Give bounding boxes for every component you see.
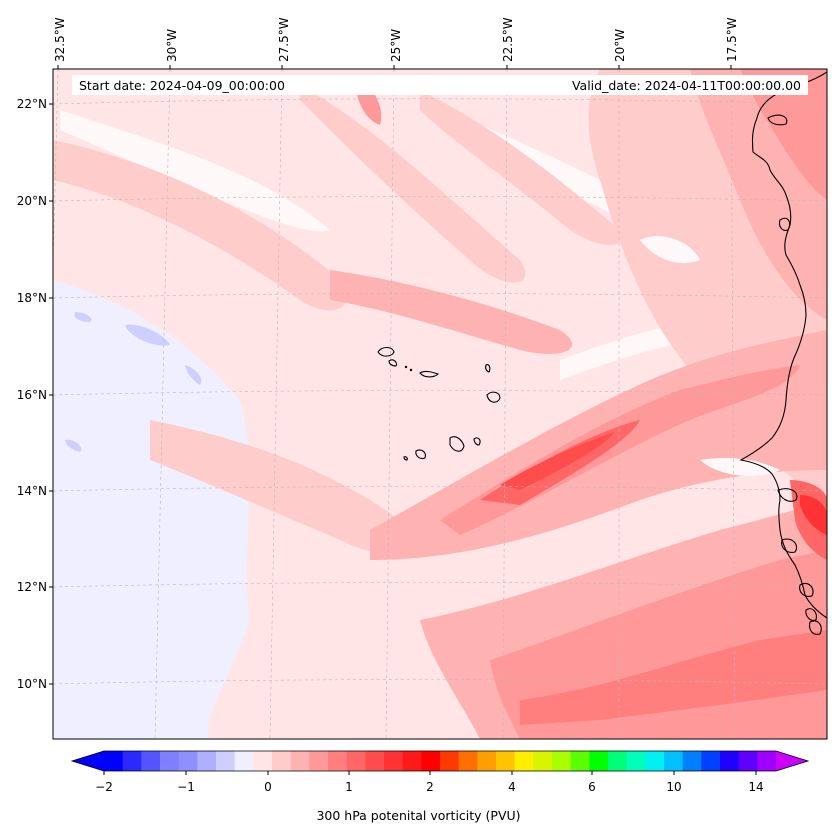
colorbar-cell — [664, 751, 684, 771]
colorbar-cell — [552, 751, 572, 771]
blue-spot — [185, 365, 202, 385]
pink-band — [150, 420, 406, 554]
colorbar-cell — [608, 751, 628, 771]
white-patch — [700, 458, 780, 476]
colorbar — [70, 750, 810, 775]
coastal-red-core — [800, 495, 827, 535]
colorbar-cell — [402, 751, 422, 771]
jet-band-max — [500, 432, 615, 490]
colorbar-tick-label: 0 — [264, 780, 272, 794]
pv-field — [53, 69, 827, 739]
lat-label: 16°N — [16, 388, 47, 402]
colorbar-tick-label: 2 — [426, 780, 434, 794]
lon-label: 27.5°W — [277, 17, 291, 62]
colorbar-cell — [104, 751, 124, 771]
colorbar-cell — [309, 751, 329, 771]
colorbar-cell — [253, 751, 273, 771]
lat-label: 18°N — [16, 291, 47, 305]
lon-label: 22.5°W — [501, 17, 515, 62]
lat-ticks — [49, 103, 53, 685]
white-patch — [640, 236, 700, 264]
colorbar-cell — [496, 751, 516, 771]
valid-date: Valid_date: 2024-04-11T00:00:00.00 — [571, 78, 801, 93]
colorbar-cell — [178, 751, 198, 771]
colorbar-tick-label: −2 — [95, 780, 113, 794]
colorbar-cell — [141, 751, 161, 771]
colorbar-cell — [626, 751, 646, 771]
lon-label: 25°W — [389, 28, 403, 62]
colorbar-ticks — [103, 771, 757, 775]
lon-label: 20°W — [613, 28, 627, 62]
lat-label: 22°N — [16, 97, 47, 111]
colorbar-cell — [682, 751, 702, 771]
colorbar-cell — [421, 751, 441, 771]
pink-streak — [420, 90, 622, 245]
colorbar-cell — [197, 751, 217, 771]
colorbar-cell — [216, 751, 236, 771]
header-band — [72, 75, 808, 95]
colorbar-cell — [290, 751, 310, 771]
colorbar-tick-label: 1 — [345, 780, 353, 794]
islet — [404, 365, 408, 369]
colorbar-cell — [458, 751, 478, 771]
colorbar-cell — [160, 751, 180, 771]
colorbar-cell — [738, 751, 758, 771]
colorbar-tick-label: −1 — [177, 780, 195, 794]
pink-streak — [53, 140, 347, 311]
lon-label: 30°W — [165, 28, 179, 62]
colorbar-cell — [234, 751, 254, 771]
pale-blue-region-sw — [53, 560, 150, 739]
islet — [409, 368, 413, 372]
colorbar-cell — [533, 751, 553, 771]
map-frame — [52, 68, 828, 740]
coastal-details — [767, 114, 822, 635]
colorbar-cell — [757, 751, 777, 771]
colorbar-cell — [384, 751, 404, 771]
africa-coastline — [739, 71, 827, 619]
colorbar-cell — [701, 751, 721, 771]
lat-label: 20°N — [16, 194, 47, 208]
blue-spot — [125, 324, 170, 346]
colorbar-cell — [440, 751, 460, 771]
colorbar-cell — [514, 751, 534, 771]
colorbar-tick-label: 6 — [588, 780, 596, 794]
south-band-core — [520, 630, 827, 725]
lon-ticks — [57, 65, 732, 69]
pink-streak — [300, 85, 526, 283]
white-streak — [60, 110, 330, 232]
colorbar-cell — [720, 751, 740, 771]
gridlines — [53, 69, 827, 739]
colorbar-title: 300 hPa potenital vorticity (PVU) — [316, 808, 521, 823]
lon-label: 17.5°W — [725, 17, 739, 62]
colorbar-cell — [122, 751, 142, 771]
colorbar-cell — [272, 751, 292, 771]
colorbar-tick-label: 4 — [508, 780, 516, 794]
colorbar-cell — [477, 751, 497, 771]
colorbar-cell — [328, 751, 348, 771]
colorbar-cell — [589, 751, 609, 771]
colorbar-cell — [570, 751, 590, 771]
east-salmon-core — [740, 69, 827, 200]
colorbar-extend-right — [776, 751, 808, 771]
colorbar-cell — [365, 751, 385, 771]
blue-spot — [74, 312, 92, 322]
lat-label: 10°N — [16, 677, 47, 691]
colorbar-tick-label: 14 — [748, 780, 764, 794]
colorbar-tick-label: 10 — [666, 780, 682, 794]
start-date: Start date: 2024-04-09_00:00:00 — [79, 78, 285, 93]
colorbar-cell — [346, 751, 366, 771]
lat-label: 12°N — [16, 580, 47, 594]
cape-verde-islands — [377, 346, 501, 461]
colorbar-cell — [645, 751, 665, 771]
colorbar-extend-left — [72, 751, 104, 771]
salmon-band — [330, 270, 573, 354]
lat-label: 14°N — [16, 484, 47, 498]
blue-spot — [65, 439, 82, 452]
lon-label: 32.5°W — [53, 17, 67, 62]
